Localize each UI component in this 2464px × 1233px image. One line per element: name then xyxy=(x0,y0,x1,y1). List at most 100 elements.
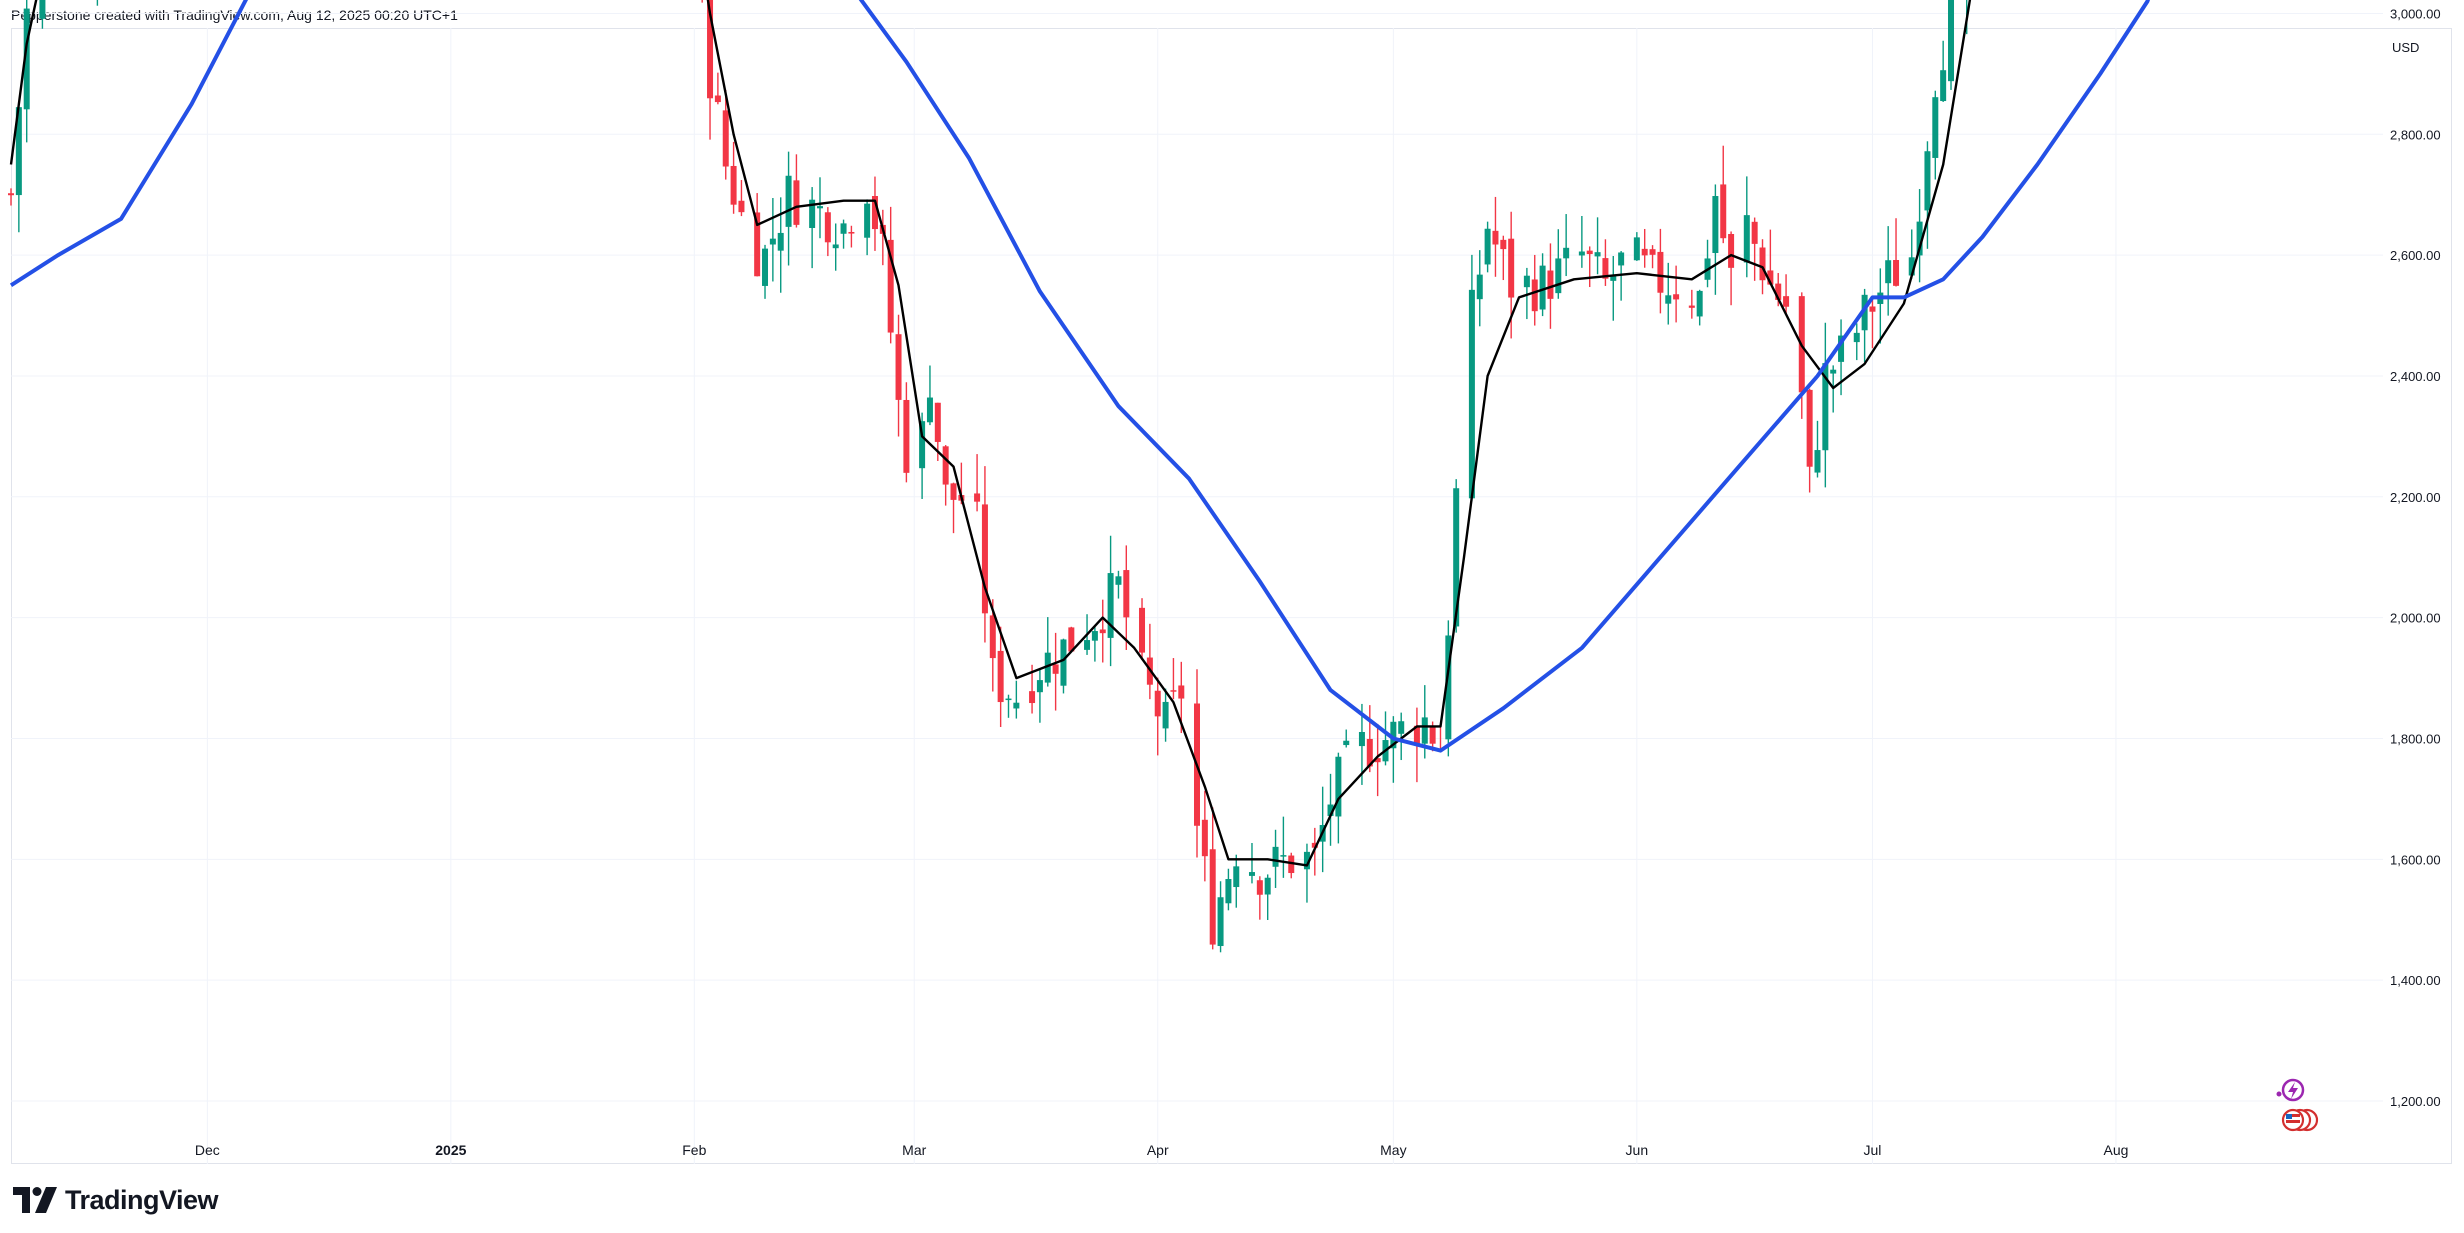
candle-body xyxy=(1358,731,1365,747)
candle-body xyxy=(1586,250,1593,255)
candle-body xyxy=(1272,846,1279,867)
lightning-event-icon[interactable] xyxy=(2276,1076,2336,1134)
candle-body xyxy=(738,200,745,213)
candle-body xyxy=(777,232,784,251)
candle-body xyxy=(1429,726,1436,744)
candle-body xyxy=(1861,294,1868,331)
candle-body xyxy=(1476,274,1483,300)
y-tick-label: 2,600.00 xyxy=(2390,248,2441,263)
candle-body xyxy=(1288,855,1295,874)
candle-body xyxy=(1398,721,1405,734)
tradingview-logo-icon xyxy=(13,1187,57,1213)
candle-body xyxy=(1610,275,1617,281)
candle-body xyxy=(942,446,949,485)
candle-body xyxy=(903,399,910,473)
candle-body xyxy=(1335,756,1342,817)
candle-body xyxy=(1657,251,1664,293)
x-tick-label: Feb xyxy=(682,1142,706,1158)
candle-body xyxy=(722,110,729,167)
candle-body xyxy=(1767,270,1774,285)
candle-body xyxy=(1264,877,1271,895)
candle-body xyxy=(1696,290,1703,317)
candle-body xyxy=(1029,691,1036,704)
candle-body xyxy=(23,8,30,110)
slow-moving-average-line xyxy=(9,0,2150,753)
candle-body xyxy=(769,238,776,245)
candle-body xyxy=(974,493,981,502)
candle-body xyxy=(1783,296,1790,307)
candle-body xyxy=(1908,257,1915,276)
y-tick-label: 2,400.00 xyxy=(2390,369,2441,384)
candle-body xyxy=(1633,237,1640,261)
candle-body xyxy=(1005,698,1012,701)
y-tick-label: 2,800.00 xyxy=(2390,127,2441,142)
candle-body xyxy=(1123,570,1130,618)
y-tick-label: 1,400.00 xyxy=(2390,973,2441,988)
candle-body xyxy=(1390,721,1397,749)
candle-body xyxy=(1248,872,1255,876)
candle-body xyxy=(1233,866,1240,888)
candle-body xyxy=(1036,680,1043,693)
candle-body xyxy=(707,0,714,99)
candle-body xyxy=(1013,702,1020,709)
candle-body xyxy=(730,165,737,205)
candle-body xyxy=(1924,151,1931,211)
candle-body xyxy=(1743,215,1750,263)
candle-body xyxy=(816,206,823,209)
candle-body xyxy=(997,650,1004,703)
candle-body xyxy=(1563,247,1570,259)
candle-body xyxy=(1099,629,1106,634)
candle-body xyxy=(1893,260,1900,286)
candle-body xyxy=(824,212,831,243)
candle-body xyxy=(1311,842,1318,848)
candle-body xyxy=(1665,295,1672,304)
candle-body xyxy=(1751,221,1758,244)
candle-body xyxy=(934,402,941,442)
x-tick-label: Aug xyxy=(2103,1142,2128,1158)
x-tick-label: Dec xyxy=(195,1142,220,1158)
candle-body xyxy=(864,203,871,238)
tradingview-logo[interactable]: TradingView xyxy=(13,1182,219,1218)
candle-body xyxy=(1555,258,1562,294)
candle-body xyxy=(1115,576,1122,585)
candle-body xyxy=(1775,283,1782,300)
candle-body xyxy=(1531,279,1538,312)
candle-body xyxy=(1838,335,1845,362)
candle-body xyxy=(1453,488,1460,627)
candle-body xyxy=(1641,248,1648,256)
candle-body xyxy=(1712,196,1719,254)
candle-body xyxy=(1523,275,1530,288)
candle-body xyxy=(1916,221,1923,256)
candle-body xyxy=(1209,849,1216,945)
candle-body xyxy=(15,107,22,196)
candle-body xyxy=(1822,363,1829,451)
y-tick-label: 1,600.00 xyxy=(2390,852,2441,867)
currency-label[interactable]: USD xyxy=(2392,40,2420,55)
candle-body xyxy=(754,212,761,277)
x-tick-label: Apr xyxy=(1147,1142,1169,1158)
candle-body xyxy=(809,199,816,228)
x-tick-label: 2025 xyxy=(435,1142,466,1158)
candle-body xyxy=(1673,294,1680,300)
candle-body xyxy=(1327,804,1334,816)
candle-body xyxy=(887,239,894,333)
candle-body xyxy=(1084,640,1091,650)
candle-body xyxy=(1492,230,1499,245)
candle-body xyxy=(919,421,926,469)
candle-body xyxy=(840,223,847,234)
candle-body xyxy=(1170,690,1177,692)
candle-body xyxy=(762,248,769,286)
fast-moving-average-line xyxy=(9,0,1972,867)
candle-body xyxy=(1948,0,1955,82)
candle-body xyxy=(981,504,988,614)
y-tick-label: 1,800.00 xyxy=(2390,731,2441,746)
candle-body xyxy=(1374,758,1381,763)
candle-body xyxy=(1618,252,1625,266)
candle-body xyxy=(1343,740,1350,746)
candle-body xyxy=(1107,573,1114,638)
candle-body xyxy=(1932,97,1939,158)
candle-body xyxy=(1154,690,1161,717)
candle-body xyxy=(1688,305,1695,308)
candle-body xyxy=(1547,270,1554,299)
